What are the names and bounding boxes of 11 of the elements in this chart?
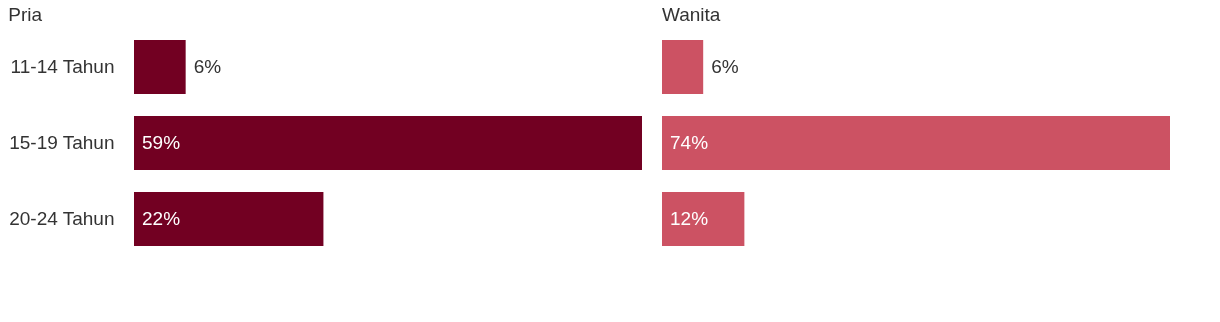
chart-title: Wanita xyxy=(662,4,721,25)
y-tick-label: 11-14 Tahun xyxy=(10,56,115,77)
data-label: 12% xyxy=(670,208,709,229)
data-label: 59% xyxy=(142,132,181,153)
data-label: 22% xyxy=(142,208,181,229)
data-label: 74% xyxy=(670,132,709,153)
data-label: 6% xyxy=(711,56,739,77)
data-label: 6% xyxy=(193,56,222,77)
chart-title: Pria xyxy=(8,4,43,25)
y-tick-label: 20-24 Tahun xyxy=(9,208,115,229)
y-tick-label: 15-19 Tahun xyxy=(9,132,115,153)
